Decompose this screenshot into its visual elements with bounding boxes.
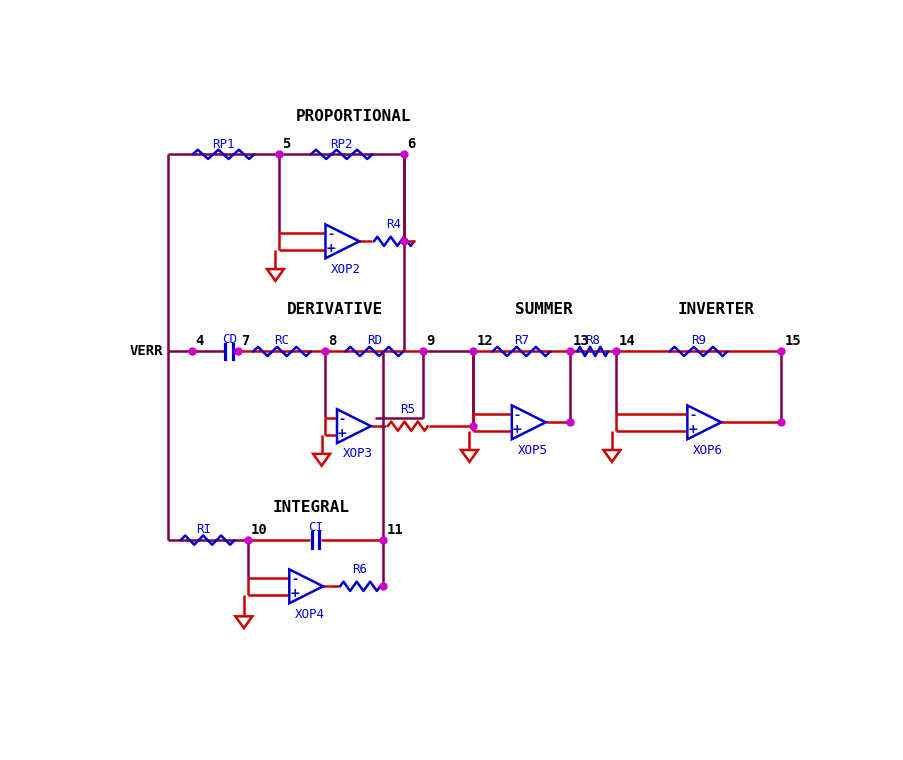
Text: RD: RD (367, 334, 381, 347)
Text: XOP6: XOP6 (693, 444, 722, 457)
Text: 12: 12 (476, 334, 493, 348)
Text: -: - (514, 409, 519, 422)
Text: R4: R4 (386, 218, 401, 231)
Text: +: + (325, 242, 336, 255)
Text: 15: 15 (784, 334, 800, 348)
Text: -: - (340, 413, 345, 426)
Text: 5: 5 (282, 138, 291, 151)
Text: -: - (292, 573, 297, 586)
Text: 7: 7 (241, 334, 249, 348)
Text: INVERTER: INVERTER (676, 302, 753, 318)
Text: +: + (289, 587, 300, 600)
Text: VERR: VERR (129, 344, 163, 359)
Text: CD: CD (221, 333, 237, 346)
Text: XOP5: XOP5 (517, 444, 547, 457)
Text: SUMMER: SUMMER (514, 302, 572, 318)
Text: 11: 11 (386, 523, 403, 537)
Text: RP2: RP2 (330, 138, 352, 150)
Text: R9: R9 (690, 334, 705, 347)
Text: XOP2: XOP2 (330, 262, 361, 276)
Text: R6: R6 (352, 563, 368, 576)
Text: XOP4: XOP4 (294, 607, 325, 620)
Text: XOP3: XOP3 (342, 448, 372, 461)
Text: +: + (686, 423, 697, 435)
Text: R8: R8 (584, 334, 600, 347)
Text: PROPORTIONAL: PROPORTIONAL (296, 109, 411, 124)
Text: 14: 14 (619, 334, 635, 348)
Text: +: + (337, 426, 348, 439)
Text: DERIVATIVE: DERIVATIVE (286, 302, 382, 318)
Text: 8: 8 (328, 334, 337, 348)
Text: -: - (689, 409, 694, 422)
Text: RI: RI (196, 523, 211, 536)
Text: RP1: RP1 (212, 138, 235, 150)
Text: R7: R7 (514, 334, 528, 347)
Text: RC: RC (275, 334, 289, 347)
Text: CI: CI (308, 521, 322, 534)
Text: INTEGRAL: INTEGRAL (273, 499, 349, 515)
Text: +: + (511, 423, 522, 435)
Text: -: - (328, 228, 333, 241)
Text: 9: 9 (426, 334, 434, 348)
Text: 10: 10 (250, 523, 267, 537)
Text: R5: R5 (400, 403, 414, 416)
Text: 6: 6 (406, 138, 415, 151)
Text: 13: 13 (572, 334, 589, 348)
Text: 4: 4 (195, 334, 203, 348)
